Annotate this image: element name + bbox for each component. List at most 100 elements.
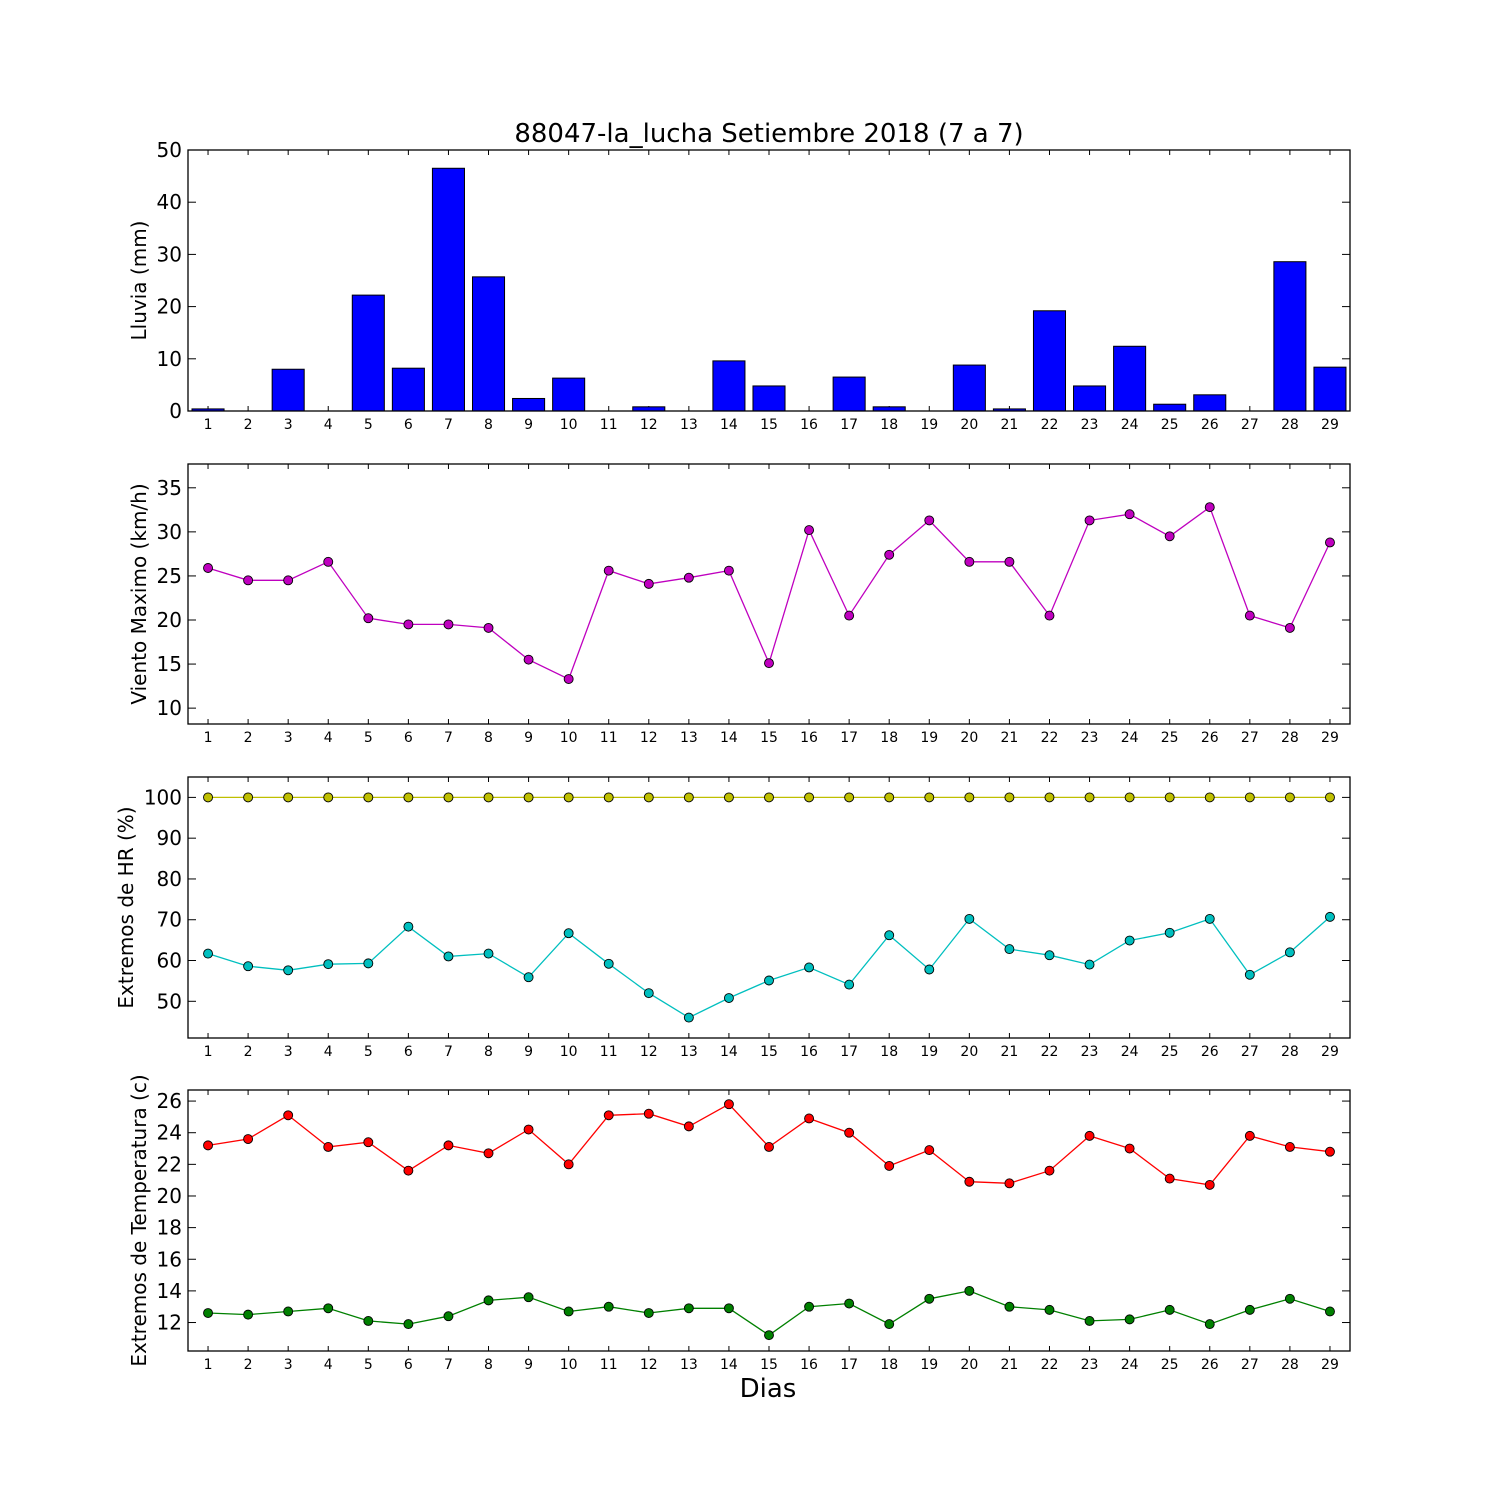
series-2-point-day-17: [844, 979, 855, 990]
series-2-point-day-24: [1124, 1314, 1135, 1325]
rain-bar-day-29: [1313, 366, 1347, 412]
series-1-point-day-15: [764, 792, 774, 803]
series-2-point-day-1: [203, 1308, 213, 1318]
x-tick-label: 26: [1201, 730, 1219, 746]
series-1-point-day-6: [403, 1165, 414, 1176]
series-1-point-day-17: [844, 1127, 855, 1138]
series-2-point-day-23: [1084, 959, 1095, 970]
series-1-point-day-5: [363, 613, 374, 624]
y-tick-label: 22: [157, 1152, 182, 1176]
x-tick-label: 13: [680, 1357, 698, 1373]
y-tick-label: 60: [157, 949, 182, 973]
series-1-point-day-16: [804, 525, 815, 536]
x-tick-label: 21: [1000, 730, 1018, 746]
series-1-point-day-24: [1124, 792, 1135, 803]
series-1-point-day-14: [723, 792, 734, 803]
series-2-point-day-7: [443, 951, 454, 962]
y-tick-label: 10: [157, 696, 182, 720]
series-1-point-day-26: [1204, 1179, 1215, 1190]
series-1-point-day-2: [243, 575, 254, 586]
series-2-point-day-24: [1124, 935, 1135, 946]
x-tick-label: 6: [404, 1357, 413, 1373]
series-2-point-day-14: [723, 993, 734, 1003]
series-1-point-day-8: [483, 1148, 494, 1159]
series-2-point-day-5: [363, 1315, 374, 1326]
series-2-point-day-3: [283, 965, 294, 976]
series-2-point-day-23: [1084, 1315, 1095, 1326]
rain-bar-day-22: [1032, 310, 1067, 412]
x-tick-label: 25: [1161, 1357, 1179, 1373]
series-2-point-day-14: [723, 1303, 734, 1314]
x-tick-label: 15: [760, 1357, 778, 1373]
series-1-point-day-10: [563, 792, 574, 803]
plot-frame: [187, 149, 1351, 412]
series-1-point-day-19: [924, 792, 935, 803]
rain-bar-day-10: [552, 377, 586, 412]
x-tick-label: 27: [1241, 417, 1259, 433]
x-tick-label: 12: [640, 1357, 658, 1373]
y-axis-label: Viento Maximo (km/h): [127, 483, 151, 704]
x-tick-label: 5: [364, 1044, 373, 1060]
series-2-point-day-20: [964, 913, 975, 924]
series-1-point-day-18: [884, 792, 895, 803]
y-tick-label: 20: [157, 1184, 182, 1208]
series-2-point-day-15: [764, 975, 774, 986]
x-tick-label: 6: [404, 1044, 413, 1060]
x-tick-label: 9: [524, 730, 533, 746]
series-2-point-day-19: [924, 964, 935, 975]
series-1-point-day-3: [283, 575, 294, 586]
x-tick-label: 10: [560, 417, 578, 433]
y-tick-label: 30: [157, 242, 182, 266]
y-tick-label: 50: [157, 989, 182, 1013]
x-tick-label: 10: [560, 1357, 578, 1373]
series-2-point-day-17: [844, 1298, 855, 1309]
x-tick-label: 14: [720, 730, 738, 746]
x-tick-label: 4: [324, 730, 333, 746]
series-1-point-day-4: [323, 556, 334, 567]
x-tick-label: 2: [244, 730, 253, 746]
x-tick-label: 1: [204, 1357, 213, 1373]
x-tick-label: 13: [680, 1044, 698, 1060]
series-1-point-day-8: [483, 622, 494, 633]
series-2-point-day-16: [804, 1301, 815, 1312]
series-1-point-day-25: [1164, 531, 1175, 542]
x-tick-label: 5: [364, 417, 373, 433]
series-2-point-day-13: [683, 1012, 694, 1023]
x-tick-label: 21: [1000, 1044, 1018, 1060]
x-tick-label: 7: [444, 1357, 453, 1373]
x-tick-label: 21: [1000, 417, 1018, 433]
x-tick-label: 19: [920, 730, 938, 746]
series-1-point-day-22: [1044, 1165, 1055, 1176]
series-2-point-day-26: [1204, 1319, 1215, 1330]
series-1-point-day-3: [283, 1110, 294, 1121]
series-1-point-day-24: [1124, 509, 1135, 520]
series-1-point-day-22: [1044, 792, 1055, 803]
plot-frame: [187, 463, 1351, 725]
series-2-point-day-11: [603, 1301, 614, 1312]
x-tick-label: 18: [880, 730, 898, 746]
rain-bar-day-6: [391, 367, 425, 412]
x-tick-label: 29: [1321, 1044, 1339, 1060]
series-1-point-day-21: [1004, 1178, 1015, 1189]
x-tick-label: 26: [1201, 417, 1219, 433]
series-1-point-day-22: [1044, 610, 1055, 621]
series-1-point-day-3: [283, 792, 294, 803]
series-2-point-day-8: [483, 1295, 494, 1306]
x-tick-label: 9: [524, 1357, 533, 1373]
x-tick-label: 14: [720, 1044, 738, 1060]
x-tick-label: 10: [560, 730, 578, 746]
x-tick-label: 10: [560, 1044, 578, 1060]
series-1-point-day-23: [1084, 1130, 1095, 1141]
x-tick-label: 13: [680, 417, 698, 433]
y-tick-label: 0: [169, 399, 182, 423]
x-tick-label: 22: [1041, 730, 1059, 746]
x-tick-label: 5: [364, 730, 373, 746]
series-2-point-day-10: [563, 1306, 574, 1317]
x-tick-label: 18: [880, 1044, 898, 1060]
y-tick-label: 16: [157, 1247, 182, 1271]
x-tick-label: 25: [1161, 1044, 1179, 1060]
series-1-point-day-27: [1244, 1130, 1255, 1141]
y-tick-label: 90: [157, 826, 182, 850]
